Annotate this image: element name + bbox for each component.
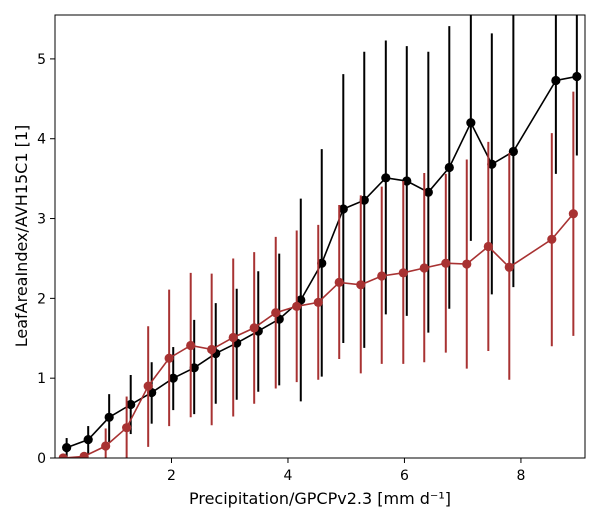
series-1-point-23 [568, 209, 578, 219]
series-1-point-3 [122, 423, 132, 433]
series-1-point-4 [143, 381, 153, 391]
series-1-point-21 [504, 262, 514, 272]
x-tick-label-2: 6 [400, 468, 409, 484]
series-0-point-18 [444, 162, 454, 173]
series-1-point-0 [58, 453, 68, 458]
series-0-point-0 [62, 443, 72, 453]
series-1-point-9 [249, 323, 259, 333]
series-0-point-2 [104, 412, 114, 422]
x-tick-label-0: 2 [167, 468, 176, 484]
y-tick-label-3: 3 [37, 212, 46, 228]
series-1-point-14 [356, 280, 366, 290]
series-1-point-20 [483, 241, 493, 252]
series-1-point-15 [377, 271, 387, 281]
x-axis-label: Precipitation/GPCPv2.3 [mm d⁻¹] [189, 489, 451, 508]
series-0-point-6 [189, 363, 199, 373]
series-0-point-1 [83, 435, 93, 445]
series-1-point-7 [207, 344, 217, 355]
series-0-point-17 [423, 187, 433, 197]
y-axis-ticks: 0 1 2 3 4 5 [37, 52, 55, 467]
y-tick-label-4: 4 [37, 132, 46, 148]
series-1-point-2 [101, 441, 111, 451]
y-tick-label-2: 2 [37, 291, 46, 307]
series-1-point-11 [292, 301, 302, 311]
series-0 [62, 15, 582, 458]
series-1 [58, 91, 578, 458]
series-0-point-14 [359, 195, 369, 205]
series-0-point-13 [338, 204, 348, 214]
series-1-point-16 [398, 268, 408, 278]
series-1-point-19 [462, 259, 472, 269]
series-0-point-21 [508, 146, 518, 157]
x-tick-label-3: 8 [516, 468, 525, 484]
series-0-point-22 [551, 75, 561, 86]
series-layer [58, 15, 582, 458]
series-1-point-18 [441, 258, 451, 268]
series-0-point-5 [168, 373, 178, 383]
series-0-point-3 [126, 399, 136, 410]
series-0-point-16 [402, 176, 412, 186]
series-0-point-19 [466, 118, 476, 128]
plot-background [55, 15, 585, 458]
series-1-point-10 [271, 308, 281, 318]
series-0-point-20 [487, 159, 497, 169]
series-1-point-22 [547, 234, 557, 244]
y-tick-label-0: 0 [37, 451, 46, 467]
series-0-point-12 [317, 258, 327, 268]
series-1-point-5 [164, 353, 174, 363]
series-1-point-13 [334, 277, 344, 287]
x-tick-label-1: 4 [284, 468, 293, 484]
plot-frame [54, 14, 586, 459]
series-1-line [63, 213, 574, 458]
series-1-point-12 [313, 297, 323, 307]
series-1-point-17 [419, 263, 429, 273]
series-0-point-15 [381, 173, 391, 183]
series-1-point-6 [186, 340, 196, 351]
y-axis-label: LeafAreaIndex/AVH15C1 [1] [12, 125, 31, 348]
series-1-point-1 [79, 451, 89, 458]
series-1-point-8 [228, 332, 238, 343]
x-axis-ticks: 2 4 6 8 [167, 458, 525, 484]
series-0-point-23 [572, 71, 582, 82]
y-tick-label-1: 1 [37, 371, 46, 387]
y-tick-label-5: 5 [37, 52, 46, 68]
